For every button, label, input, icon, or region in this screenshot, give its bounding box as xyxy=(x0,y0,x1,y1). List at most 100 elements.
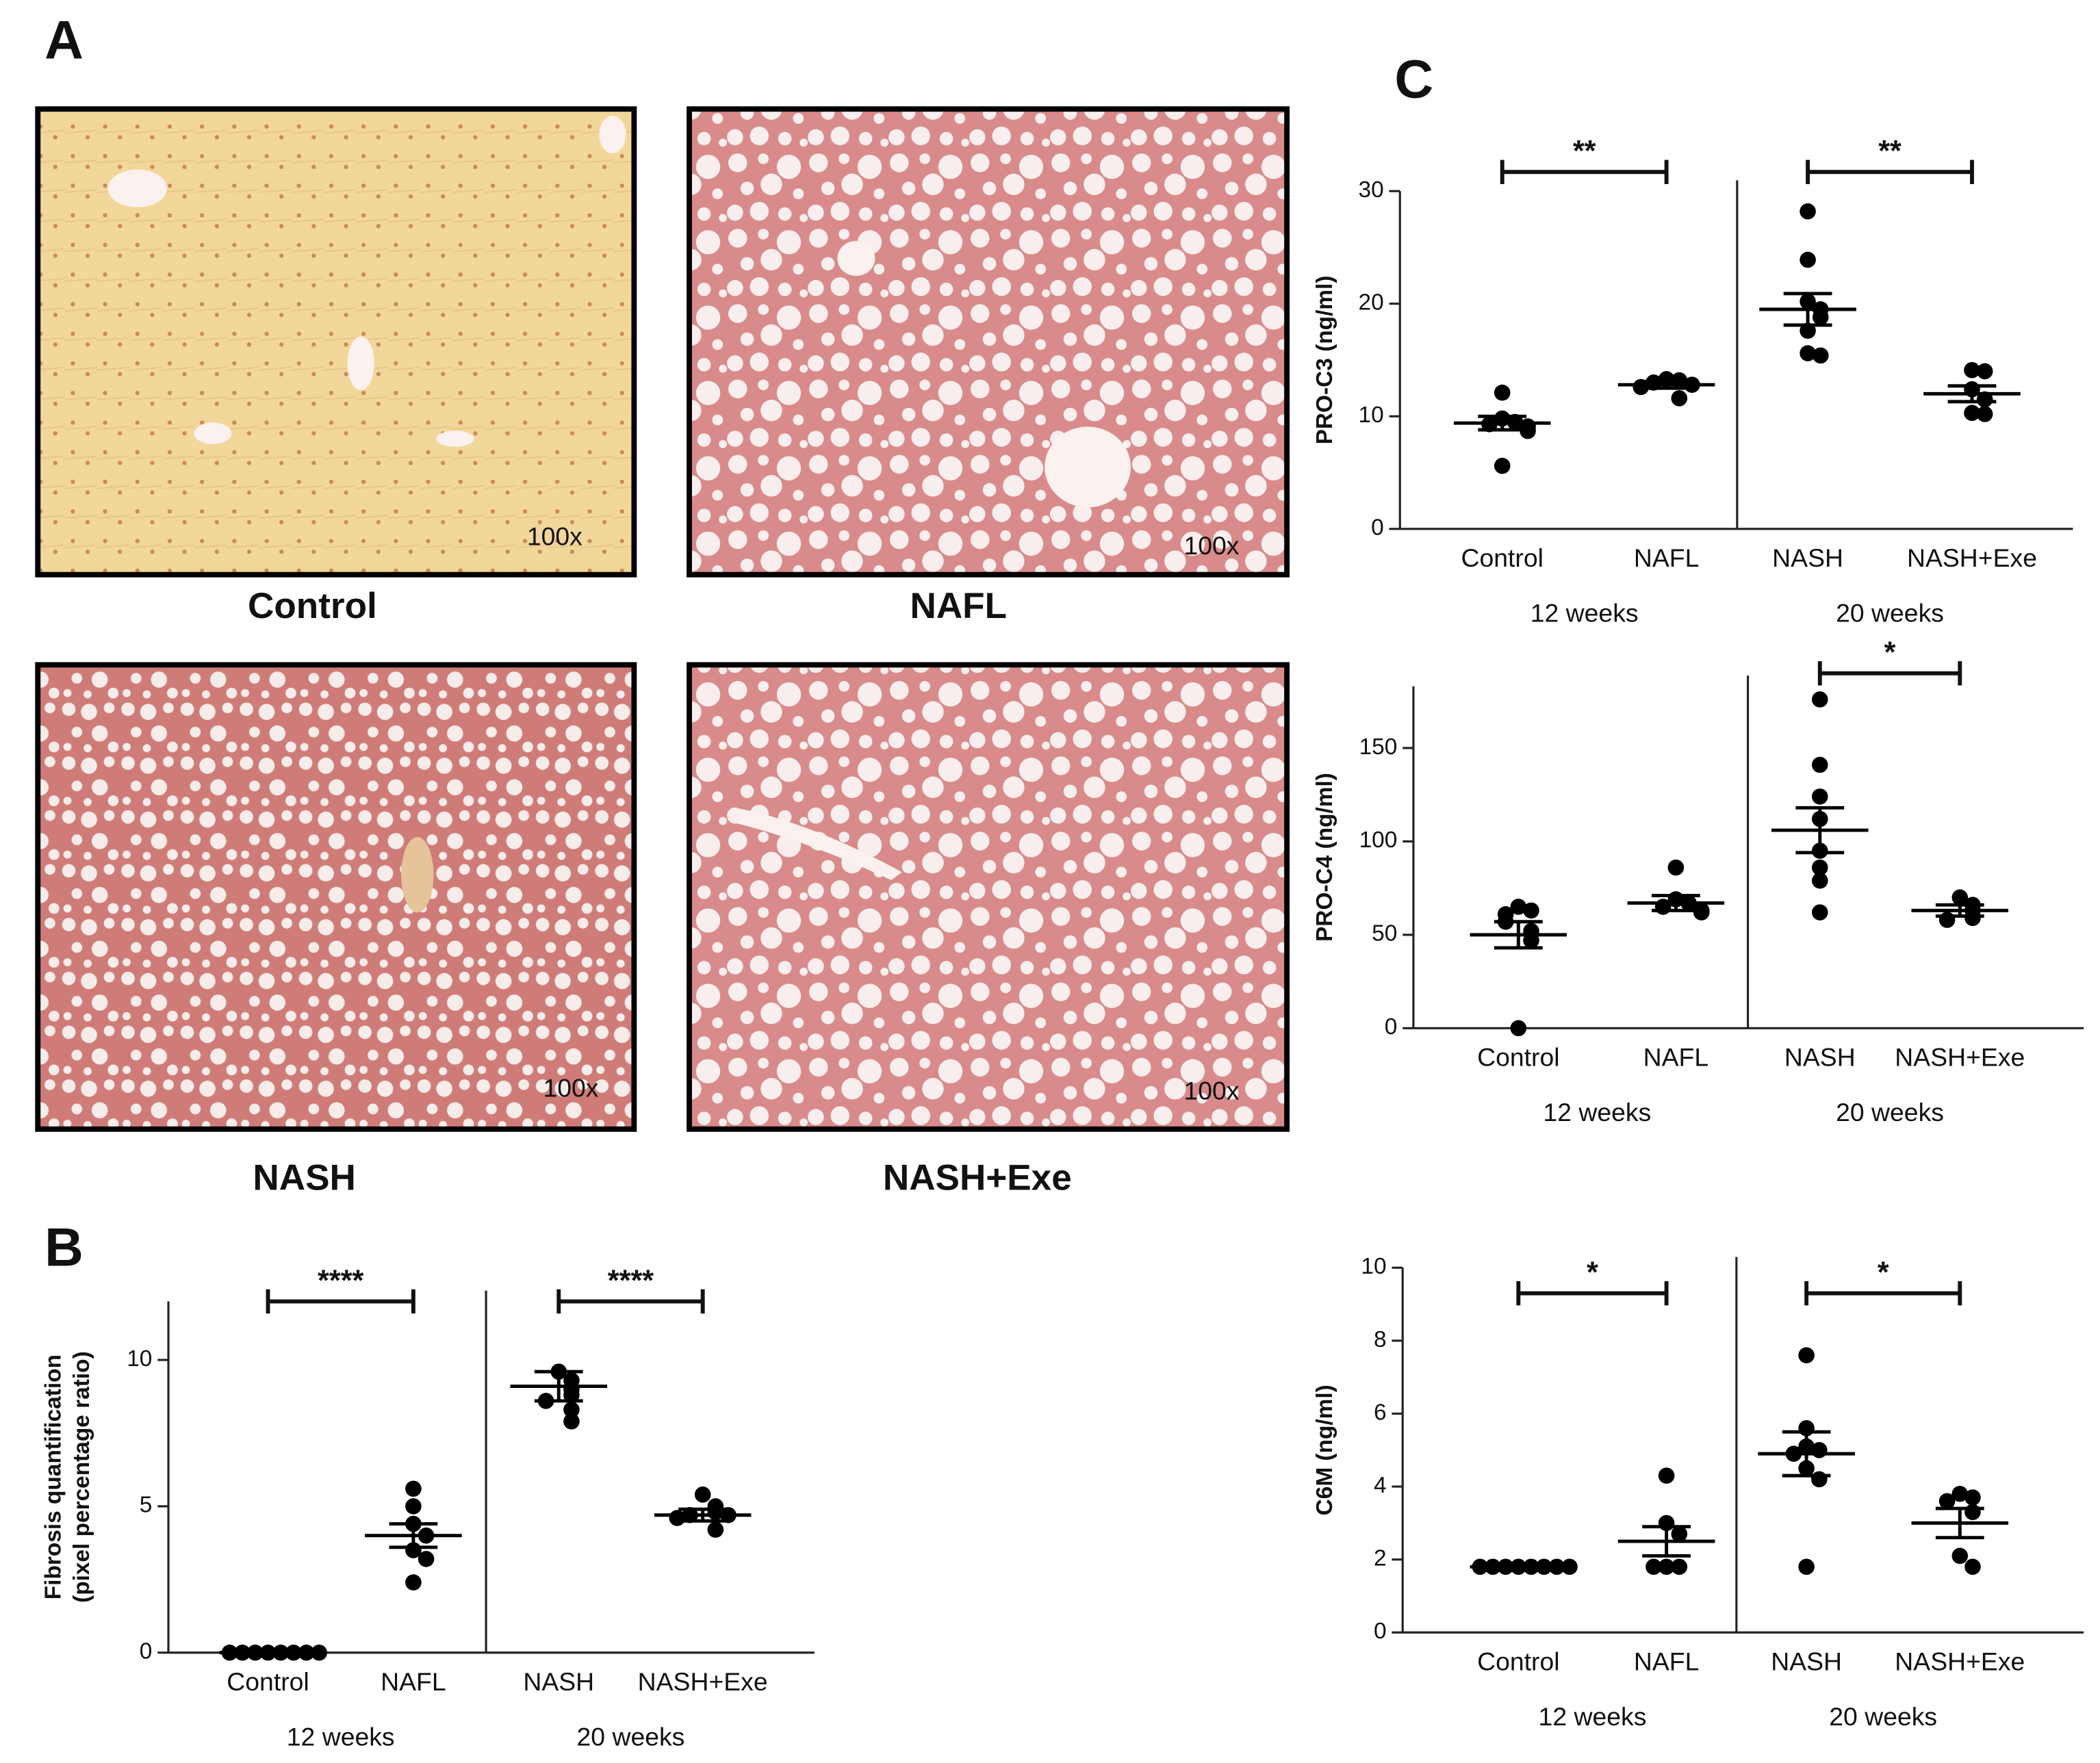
data-point xyxy=(1811,788,1828,805)
x-tick-label: Control xyxy=(227,1667,309,1696)
micrograph: 100x xyxy=(35,106,637,578)
dot-plot: 0 5 10 Fibrosis quantification (pixel percen… xyxy=(41,1264,815,1751)
y-axis-label: (pixel percentage ratio) xyxy=(69,1351,94,1603)
error-bar xyxy=(1651,894,1700,912)
data-point xyxy=(1523,902,1539,919)
micrograph: 100x xyxy=(687,106,1290,578)
image-caption: NAFL xyxy=(910,586,1008,626)
group-label: 20 weeks xyxy=(1836,1098,1944,1127)
micrograph: 100x xyxy=(35,662,637,1132)
y-tick-label: 5 xyxy=(140,1493,153,1518)
group-label: 20 weeks xyxy=(1836,599,1944,628)
data-point xyxy=(1811,859,1828,876)
magnification: 100x xyxy=(543,1074,598,1103)
magnification: 100x xyxy=(1183,531,1239,560)
data-point xyxy=(1811,1471,1828,1488)
y-axis-label: Fibrosis quantification xyxy=(41,1354,66,1599)
micrograph: 100x xyxy=(687,662,1290,1132)
y-tick-label: 100 xyxy=(1359,827,1398,853)
x-tick-label: NAFL xyxy=(1643,1042,1709,1071)
data-point xyxy=(1811,756,1828,773)
magnification: 100x xyxy=(1183,1077,1239,1105)
data-point xyxy=(1976,363,1993,380)
magnification: 100x xyxy=(527,522,582,550)
error-bar xyxy=(1935,903,1984,918)
x-tick-label: NASH xyxy=(1771,1647,1842,1675)
significance-label: * xyxy=(1884,636,1896,669)
x-tick-label: NASH+Exe xyxy=(638,1667,768,1696)
group-label: 20 weeks xyxy=(577,1722,685,1751)
error-bar xyxy=(1783,292,1832,327)
dot-plot: 0 2 4 6 8 10 C6M (ng/ml) Control NAFL NASH NASH+Ex… xyxy=(1312,1254,2084,1731)
image-caption: NASH+Exe xyxy=(883,1158,1072,1198)
y-tick-label: 8 xyxy=(1374,1327,1387,1352)
data-point xyxy=(669,1510,686,1526)
data-point xyxy=(563,1413,580,1430)
data-point xyxy=(1646,1558,1662,1575)
y-tick-label: 0 xyxy=(1374,1619,1387,1644)
y-tick-label: 6 xyxy=(1374,1400,1387,1425)
data-point xyxy=(563,1387,580,1404)
data-point xyxy=(311,1644,328,1661)
data-point xyxy=(405,1498,422,1515)
panel-letter: C xyxy=(1394,49,1433,110)
data-point xyxy=(1964,1504,1981,1521)
error-bar xyxy=(1795,806,1845,855)
data-point xyxy=(1510,1020,1527,1037)
data-point xyxy=(1800,345,1816,361)
y-tick-label: 0 xyxy=(1371,515,1384,541)
significance-label: **** xyxy=(608,1264,654,1297)
data-point xyxy=(1951,889,1969,906)
y-tick-label: 2 xyxy=(1374,1546,1387,1571)
panel-letter: B xyxy=(44,1218,84,1278)
data-point xyxy=(1561,1558,1578,1575)
x-tick-label: NASH xyxy=(1784,1042,1856,1071)
y-axis-label: C6M (ng/ml) xyxy=(1312,1385,1337,1515)
x-tick-label: Control xyxy=(1477,1647,1559,1675)
x-tick-label: NAFL xyxy=(1634,1647,1700,1675)
significance-label: ** xyxy=(1573,135,1596,168)
y-tick-label: 10 xyxy=(1361,1254,1386,1279)
error-bar xyxy=(678,1507,728,1523)
error-bar xyxy=(1494,920,1543,950)
x-tick-label: Control xyxy=(1461,543,1543,572)
y-tick-label: 50 xyxy=(1372,921,1397,947)
data-point xyxy=(418,1551,435,1567)
significance-label: ** xyxy=(1878,135,1901,168)
image-caption: Control xyxy=(248,586,377,626)
data-point xyxy=(1938,1493,1956,1510)
data-point xyxy=(1494,457,1511,474)
error-bar xyxy=(1782,1430,1831,1478)
y-axis-label: PRO-C3 (ng/ml) xyxy=(1312,276,1337,445)
data-point xyxy=(405,1574,422,1591)
error-bar xyxy=(1642,379,1691,390)
data-point xyxy=(1658,1467,1675,1484)
error-bar xyxy=(389,1522,438,1549)
x-tick-label: NAFL xyxy=(1634,543,1700,572)
significance-bracket xyxy=(266,1289,415,1314)
significance-bracket xyxy=(1806,159,1974,184)
error-bar xyxy=(1642,1525,1691,1558)
x-tick-label: NAFL xyxy=(381,1667,446,1696)
significance-bracket xyxy=(1817,661,1962,686)
data-point xyxy=(1964,362,1980,378)
data-point xyxy=(1494,384,1511,401)
data-point xyxy=(563,1401,580,1418)
x-tick-label: NASH xyxy=(523,1667,594,1696)
error-bar xyxy=(1947,384,1997,404)
group-label: 12 weeks xyxy=(1539,1702,1647,1731)
data-point xyxy=(1800,251,1816,268)
data-point xyxy=(1658,1558,1675,1575)
group-label: 20 weeks xyxy=(1829,1702,1937,1731)
x-tick-label: Control xyxy=(1477,1042,1559,1071)
panel-letter: A xyxy=(44,10,84,70)
group-label: 12 weeks xyxy=(1543,1098,1651,1127)
data-point xyxy=(1812,347,1829,364)
data-point xyxy=(405,1480,422,1497)
y-tick-label: 30 xyxy=(1358,177,1383,203)
data-point xyxy=(1812,309,1829,326)
significance-label: **** xyxy=(318,1264,363,1297)
data-point xyxy=(1951,1485,1969,1502)
x-tick-label: NASH xyxy=(1772,543,1843,572)
